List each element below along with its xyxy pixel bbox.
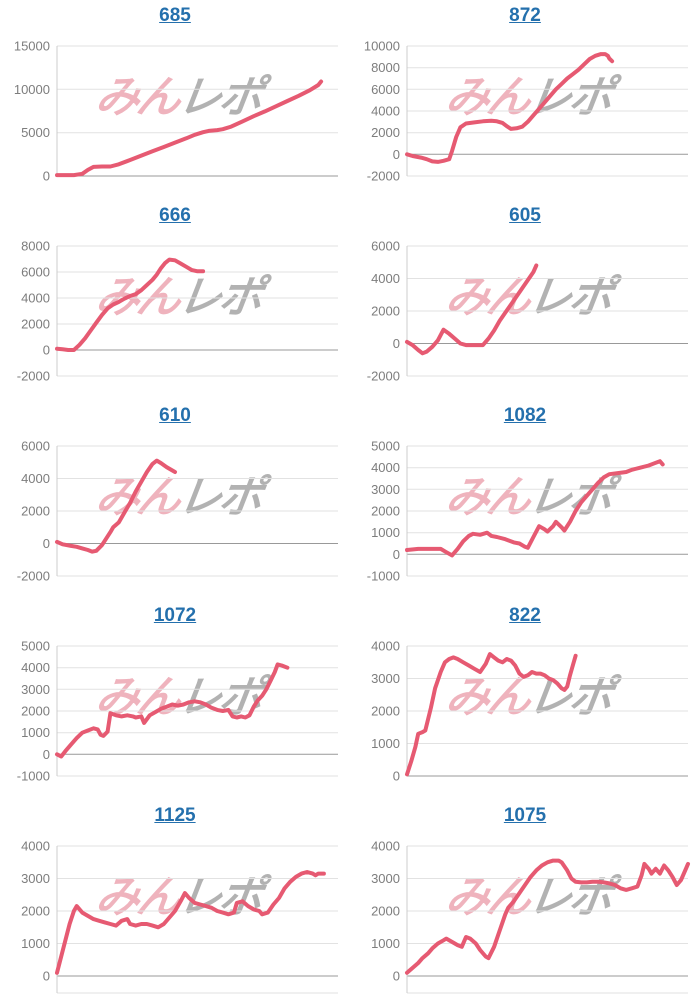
y-tick-label: 8000 (371, 60, 400, 75)
series-line (405, 52, 615, 164)
y-tick-label: 5000 (21, 125, 50, 140)
machine-number-link[interactable]: 1125 (154, 805, 196, 826)
y-tick-label: 2000 (21, 317, 50, 332)
y-tick-label: 4000 (21, 471, 50, 486)
line-chart: 4000 3000 2000 1000 0 (21, 839, 338, 994)
y-tick-label: 6000 (371, 239, 400, 254)
line-chart: 6000 4000 2000 0 -2000 (367, 239, 688, 384)
series-line (55, 662, 290, 759)
series-line (405, 459, 665, 558)
machine-number-link[interactable]: 685 (159, 5, 191, 26)
y-tick-label: 1000 (371, 736, 400, 751)
line-chart: 8000 6000 4000 2000 0 -2000 (17, 239, 338, 384)
machine-number-link[interactable]: 1072 (153, 605, 197, 626)
y-tick-label: 0 (393, 336, 400, 351)
y-tick-label: 2000 (371, 304, 400, 319)
y-tick-label: 5000 (21, 639, 50, 654)
y-tick-label: 0 (393, 547, 400, 562)
line-chart: 5000 4000 3000 2000 1000 0 -1000 (367, 439, 688, 584)
y-tick-label: 15000 (14, 39, 50, 54)
y-tick-label: 3000 (371, 482, 400, 497)
y-tick-label: 3000 (21, 682, 50, 697)
y-tick-label: 1000 (21, 936, 50, 951)
chart-cell: みんレポ 5000 4000 3000 2000 1000 0 -1000 1072 (0, 600, 350, 800)
y-tick-label: 1000 (21, 725, 50, 740)
y-tick-label: 8000 (21, 239, 50, 254)
machine-number-link[interactable]: 605 (509, 205, 541, 226)
chart-cell: みんレポ 6000 4000 2000 0 -2000 610 (0, 400, 350, 600)
series-line (405, 263, 539, 356)
machine-number-link[interactable]: 666 (159, 205, 191, 226)
y-tick-label: 2000 (21, 904, 50, 919)
chart-cell: みんレポ 8000 6000 4000 2000 0 -2000 666 (0, 200, 350, 400)
y-tick-label: -2000 (367, 169, 400, 184)
series-line (55, 257, 206, 352)
y-tick-label: 4000 (21, 660, 50, 675)
y-tick-label: 0 (43, 969, 50, 984)
line-chart: 15000 10000 5000 0 (14, 39, 338, 184)
series-line (55, 79, 324, 178)
y-tick-label: 0 (393, 969, 400, 984)
y-tick-label: -1000 (367, 569, 400, 584)
line-chart: 5000 4000 3000 2000 1000 0 -1000 (17, 639, 338, 784)
chart-cell: みんレポ 4000 3000 2000 1000 0 822 (350, 600, 700, 800)
chart-cell: みんレポ 4000 3000 2000 1000 0 1125 (0, 800, 350, 1000)
y-tick-label: 2000 (371, 704, 400, 719)
y-tick-label: 0 (43, 169, 50, 184)
y-tick-label: -2000 (17, 369, 50, 384)
y-tick-label: 0 (393, 769, 400, 784)
y-tick-label: 6000 (21, 265, 50, 280)
y-tick-label: 0 (43, 536, 50, 551)
y-tick-label: 10000 (364, 39, 400, 54)
line-chart: 6000 4000 2000 0 -2000 (17, 439, 338, 584)
y-tick-label: 2000 (371, 904, 400, 919)
series-line (405, 652, 578, 777)
y-tick-label: 3000 (371, 671, 400, 686)
series-line (55, 458, 177, 554)
y-tick-label: 4000 (21, 291, 50, 306)
y-tick-label: 3000 (371, 871, 400, 886)
y-tick-label: 1000 (371, 936, 400, 951)
y-tick-label: 10000 (14, 82, 50, 97)
line-chart: 4000 3000 2000 1000 0 (371, 839, 690, 994)
y-tick-label: 0 (393, 147, 400, 162)
y-tick-label: 2000 (371, 504, 400, 519)
chart-cell: みんレポ 15000 10000 5000 0 685 (0, 0, 350, 200)
y-tick-label: 0 (43, 343, 50, 358)
y-tick-label: -1000 (17, 769, 50, 784)
y-tick-label: 4000 (371, 639, 400, 654)
y-tick-label: 0 (43, 747, 50, 762)
y-tick-label: 3000 (21, 871, 50, 886)
y-tick-label: 2000 (21, 504, 50, 519)
machine-number-link[interactable]: 822 (509, 605, 541, 626)
chart-cell: みんレポ 4000 3000 2000 1000 0 1075 (350, 800, 700, 1000)
y-tick-label: 4000 (371, 839, 400, 854)
y-tick-label: 5000 (371, 439, 400, 454)
machine-number-link[interactable]: 1075 (503, 805, 547, 826)
chart-cell: みんレポ 6000 4000 2000 0 -2000 605 (350, 200, 700, 400)
y-tick-label: 4000 (371, 271, 400, 286)
y-tick-label: 2000 (21, 704, 50, 719)
y-tick-label: 4000 (21, 839, 50, 854)
series-line (405, 858, 690, 975)
y-tick-label: 4000 (371, 460, 400, 475)
y-tick-label: 1000 (371, 525, 400, 540)
y-tick-label: 2000 (371, 125, 400, 140)
line-chart: 4000 3000 2000 1000 0 (371, 639, 688, 784)
y-tick-label: 4000 (371, 104, 400, 119)
line-chart: 10000 8000 6000 4000 2000 0 -2000 (364, 39, 688, 184)
y-tick-label: -2000 (17, 569, 50, 584)
y-tick-label: 6000 (21, 439, 50, 454)
chart-cell: みんレポ 10000 8000 6000 4000 2000 0 -2000 872 (350, 0, 700, 200)
chart-cell: みんレポ 5000 4000 3000 2000 1000 0 -1000 1082 (350, 400, 700, 600)
y-tick-label: 6000 (371, 82, 400, 97)
series-line (55, 870, 326, 975)
machine-number-link[interactable]: 610 (159, 405, 191, 426)
machine-number-link[interactable]: 872 (509, 5, 541, 26)
machine-number-link[interactable]: 1082 (503, 405, 547, 426)
y-tick-label: -2000 (367, 369, 400, 384)
